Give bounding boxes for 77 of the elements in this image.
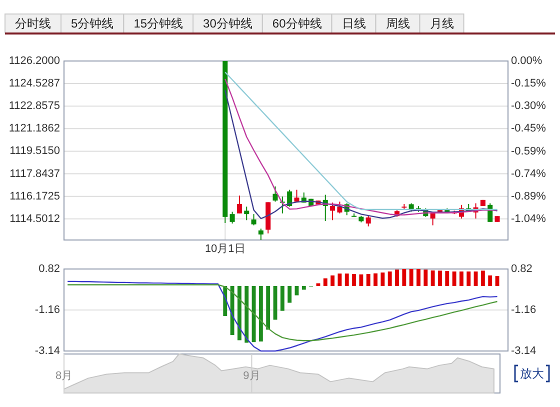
bar (266, 286, 270, 330)
y-tick-label: 1114.5012 (10, 212, 60, 225)
bar (488, 275, 492, 286)
y-tick-label: 0.82 (38, 263, 60, 275)
y2-tick-label: -0.89% (511, 190, 546, 202)
text: 5分钟线 (71, 16, 114, 30)
y2-tick-label: -0.45% (511, 122, 546, 135)
bar (424, 270, 428, 286)
bar (330, 275, 335, 286)
bar (230, 286, 234, 336)
text: 分时线 (15, 16, 51, 30)
candlestick (330, 202, 336, 221)
candlestick (287, 189, 292, 208)
x-tick-label: 10月1日 (204, 243, 246, 255)
candlestick (236, 195, 242, 214)
y-tick-label: 1116.1725 (10, 190, 60, 202)
bar (338, 274, 342, 286)
candlestick (258, 228, 264, 240)
bar (366, 274, 370, 286)
bar (388, 271, 392, 286)
line-series (66, 284, 498, 342)
bar (359, 274, 364, 286)
line-series (66, 280, 498, 352)
bar (280, 286, 284, 311)
bar (430, 270, 435, 286)
bar (416, 269, 420, 286)
text: 30分钟线 (203, 16, 252, 30)
bar (380, 272, 385, 286)
candlestick (251, 214, 256, 226)
text: 月线 (430, 16, 454, 30)
text: 日线 (342, 16, 366, 30)
bar (445, 271, 450, 286)
y2-tick-label: 0.82 (511, 263, 532, 275)
y-tick-label: 1124.5287 (8, 78, 60, 90)
bar (237, 286, 242, 340)
y2-tick-label: -0.15% (511, 78, 546, 90)
bar (452, 271, 456, 286)
bar (459, 271, 464, 286)
bar (323, 278, 328, 286)
text: 放大 (520, 366, 544, 380)
text: 60分钟线 (272, 16, 322, 30)
y2-tick-label: -1.16 (511, 304, 536, 316)
bar (352, 274, 356, 286)
y-tick-label: 1121.1862 (8, 122, 60, 135)
bar (438, 270, 442, 286)
candlestick (230, 211, 235, 224)
x-tick-label: 8月 (55, 370, 73, 382)
bar (402, 269, 406, 286)
candlestick (272, 186, 278, 202)
y-tick-label: 1119.5150 (10, 145, 60, 158)
bar (294, 286, 299, 296)
x-tick-label: 9月 (243, 370, 260, 382)
y2-tick-label: -0.30% (511, 100, 546, 112)
y-tick-label: 1117.8437 (10, 168, 60, 180)
bar (258, 286, 263, 342)
y2-tick-label: -3.14 (511, 345, 536, 357)
y2-tick-label: 0.00% (511, 55, 542, 67)
bar (302, 286, 306, 290)
candlestick (366, 215, 371, 227)
y-tick-label: 1122.8575 (8, 100, 60, 112)
bar (480, 270, 485, 286)
bar (244, 286, 249, 343)
bar (395, 270, 399, 286)
text: 周线 (386, 16, 410, 30)
bar (409, 269, 414, 286)
bar (466, 271, 471, 286)
y2-tick-label: -1.04% (511, 213, 546, 226)
y2-tick-label: -0.74% (511, 168, 546, 180)
y-tick-label: -3.14 (34, 345, 60, 357)
bar (374, 273, 378, 286)
bar (288, 286, 292, 303)
y-tick-label: -1.16 (34, 304, 60, 316)
y2-tick-label: -0.59% (511, 145, 546, 158)
text: 15分钟线 (134, 16, 184, 30)
y-tick-label: 1126.2000 (8, 55, 60, 67)
bar (344, 274, 349, 286)
candlestick (244, 206, 250, 221)
